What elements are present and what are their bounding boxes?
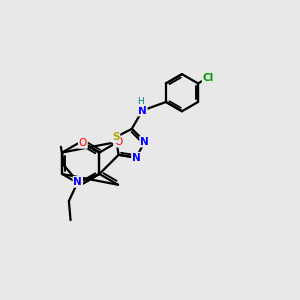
Text: N: N [132, 153, 141, 163]
Text: H: H [137, 97, 143, 106]
Text: N: N [74, 177, 82, 187]
Text: O: O [114, 137, 122, 147]
Text: O: O [79, 138, 87, 148]
Text: N: N [140, 136, 149, 147]
Text: S: S [112, 132, 119, 142]
Text: Cl: Cl [202, 73, 214, 82]
Text: N: N [138, 106, 147, 116]
